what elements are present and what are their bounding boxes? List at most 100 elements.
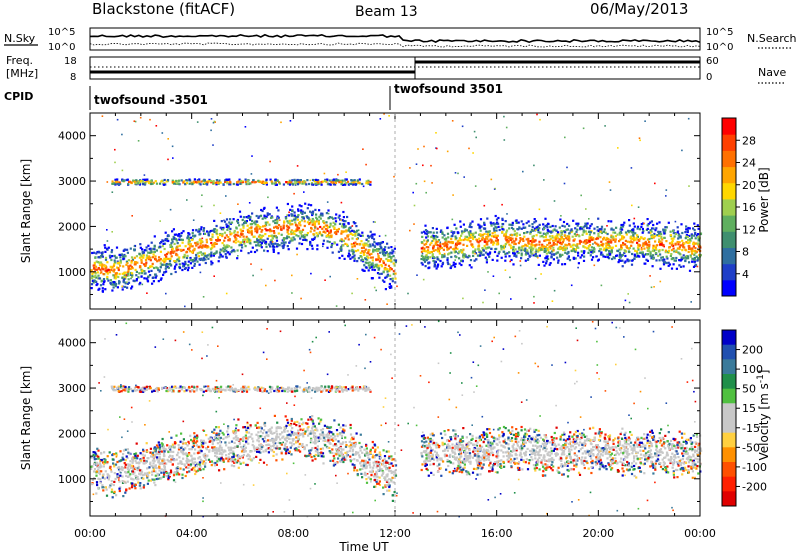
data-point xyxy=(161,263,164,266)
data-point xyxy=(340,219,342,221)
data-point xyxy=(687,250,690,253)
data-point xyxy=(520,249,523,252)
data-point xyxy=(673,235,676,238)
data-point xyxy=(311,178,315,182)
data-point xyxy=(356,260,359,263)
data-point xyxy=(614,238,617,241)
data-point xyxy=(131,274,134,277)
data-point xyxy=(356,469,359,472)
data-point xyxy=(127,259,130,262)
data-point xyxy=(494,248,497,251)
data-point xyxy=(310,439,313,442)
data-point xyxy=(126,448,129,451)
data-point xyxy=(215,426,218,429)
data-point xyxy=(603,247,606,250)
data-point xyxy=(438,252,441,255)
data-point xyxy=(482,249,485,252)
data-point xyxy=(164,238,167,241)
data-point xyxy=(178,256,181,259)
data-point xyxy=(484,256,487,259)
data-point xyxy=(174,270,177,274)
data-point xyxy=(135,270,138,273)
data-point xyxy=(332,221,335,224)
data-point xyxy=(191,266,194,269)
data-point xyxy=(672,244,675,247)
data-point xyxy=(424,232,427,235)
data-point xyxy=(679,265,683,268)
data-point xyxy=(579,256,582,259)
data-point xyxy=(327,209,330,212)
data-point xyxy=(475,258,478,261)
data-point xyxy=(343,230,346,233)
data-point xyxy=(587,251,590,254)
data-point xyxy=(300,209,303,212)
data-point xyxy=(147,267,150,270)
data-point xyxy=(367,240,370,243)
data-point xyxy=(245,216,248,219)
data-point xyxy=(479,233,482,236)
data-point xyxy=(112,286,115,289)
data-point xyxy=(432,259,435,262)
data-point xyxy=(147,251,150,254)
data-point xyxy=(172,157,174,159)
data-point xyxy=(237,255,239,257)
data-point xyxy=(193,262,196,265)
data-point xyxy=(256,239,259,242)
data-point xyxy=(696,242,700,245)
data-point xyxy=(309,242,312,245)
data-point xyxy=(106,461,109,464)
data-point xyxy=(306,422,309,425)
data-point xyxy=(420,250,423,253)
data-point xyxy=(159,262,162,265)
data-point xyxy=(370,263,373,267)
data-point xyxy=(233,250,236,253)
data-point xyxy=(673,250,676,253)
data-point xyxy=(624,250,627,253)
data-point xyxy=(251,212,254,215)
data-point xyxy=(178,235,181,238)
data-point xyxy=(264,217,267,220)
data-point xyxy=(195,258,198,261)
data-point xyxy=(104,265,107,268)
data-point xyxy=(110,488,114,491)
cpid-label: CPID xyxy=(4,90,33,103)
data-point xyxy=(350,438,353,441)
data-point xyxy=(125,260,128,263)
data-point xyxy=(663,261,666,264)
data-point xyxy=(361,258,363,260)
data-point xyxy=(270,234,274,237)
data-point xyxy=(222,250,225,253)
data-point xyxy=(181,441,184,444)
data-point xyxy=(352,252,355,255)
data-point xyxy=(653,286,655,288)
data-point xyxy=(355,238,358,241)
data-point xyxy=(223,244,226,247)
data-point xyxy=(363,242,366,245)
data-point xyxy=(566,166,568,169)
data-point xyxy=(155,249,158,252)
data-point xyxy=(362,243,365,246)
data-point xyxy=(274,221,277,225)
data-point xyxy=(477,245,481,248)
data-point xyxy=(111,289,114,292)
data-point xyxy=(126,271,129,274)
data-point xyxy=(371,264,374,267)
data-point xyxy=(606,253,609,256)
data-point xyxy=(498,292,500,295)
data-point xyxy=(153,266,156,270)
data-point xyxy=(114,180,117,183)
data-point xyxy=(684,259,687,262)
data-point xyxy=(379,251,382,254)
data-point xyxy=(652,223,655,227)
data-point xyxy=(422,256,425,259)
data-point xyxy=(351,248,354,251)
data-point xyxy=(675,249,678,252)
data-point xyxy=(274,225,277,228)
data-point xyxy=(323,172,326,175)
data-point xyxy=(126,251,129,254)
data-point xyxy=(661,238,664,241)
data-point xyxy=(349,226,352,229)
data-point xyxy=(303,211,306,214)
data-point xyxy=(170,255,173,258)
data-point xyxy=(563,263,567,266)
